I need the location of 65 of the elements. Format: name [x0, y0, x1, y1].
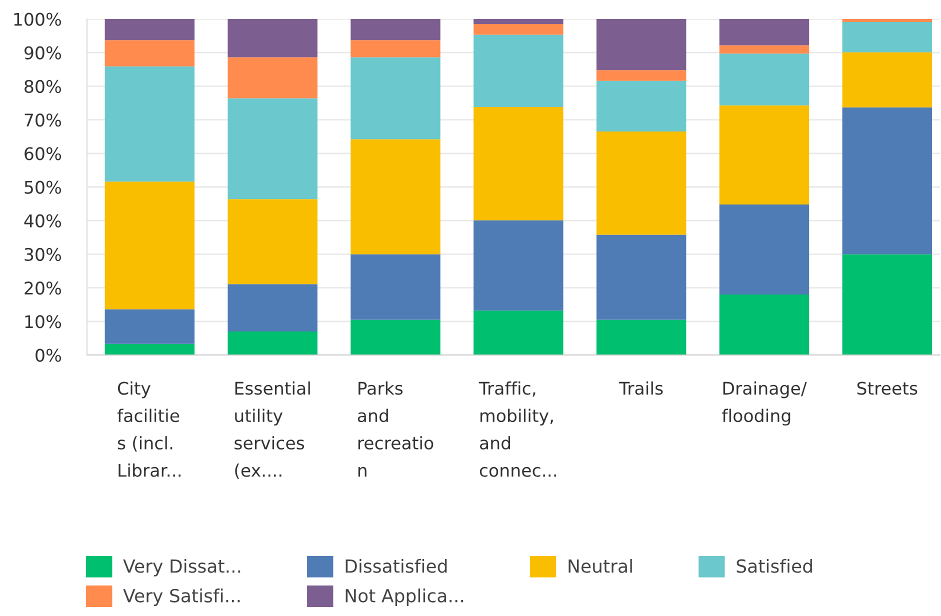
bar — [104, 344, 195, 355]
x-tick-label: Trails — [619, 381, 663, 395]
bar — [842, 19, 932, 22]
x-tick-label: City facilitie s (incl. Librar... — [117, 381, 181, 477]
x-tick-label: Streets — [857, 382, 918, 395]
y-tick-label: 80% — [24, 80, 62, 94]
y-tick-label: 70% — [24, 114, 62, 127]
x-tick-label: Traffic, mobility, and connec... — [478, 381, 556, 477]
legend-label: Very Satisfi... — [123, 588, 240, 606]
bar — [104, 309, 195, 344]
legend-label: Very Dissat... — [123, 558, 240, 576]
bar — [474, 34, 564, 108]
bar — [228, 19, 318, 58]
bar — [474, 107, 564, 220]
bar — [350, 254, 440, 320]
bar — [350, 40, 440, 58]
bar — [474, 220, 564, 311]
bar — [228, 57, 318, 98]
bar — [719, 294, 810, 355]
legend-label: Dissatisfied — [346, 558, 447, 573]
bar — [104, 66, 195, 182]
y-tick-label: 30% — [24, 248, 62, 262]
bar — [842, 254, 932, 355]
y-tick-label: 20% — [24, 282, 62, 295]
bar — [719, 204, 810, 295]
x-tick-label: Drainage/ flooding — [722, 381, 807, 426]
bar — [596, 320, 686, 355]
bar — [474, 19, 564, 24]
legend-label: Not Applica... — [346, 588, 463, 606]
y-tick-label: 90% — [24, 46, 62, 60]
y-tick-label: 100% — [14, 12, 62, 26]
bar — [596, 234, 686, 320]
bar — [596, 80, 686, 132]
bar — [596, 19, 686, 70]
bar — [228, 331, 318, 355]
bar — [104, 40, 195, 66]
bar — [228, 98, 318, 200]
bar — [350, 139, 440, 254]
bar — [719, 19, 810, 46]
bar — [104, 182, 195, 310]
bar — [842, 107, 932, 254]
x-tick-label: Essential utility services (ex.... — [234, 381, 310, 479]
y-tick-label: 40% — [24, 214, 62, 228]
bar — [350, 57, 440, 140]
x-tick-label: Parks and recreatio n — [358, 381, 434, 477]
bar — [228, 284, 318, 332]
bar — [842, 52, 932, 108]
bar — [474, 24, 564, 35]
bar — [474, 310, 564, 355]
y-tick-label: 60% — [24, 147, 62, 160]
legend-label: Neutral — [568, 558, 632, 573]
y-tick-label: 0% — [36, 348, 62, 362]
bar — [596, 132, 686, 235]
bar — [228, 199, 318, 284]
y-tick-label: 50% — [24, 180, 62, 194]
bar — [719, 54, 810, 106]
bar — [596, 70, 686, 81]
bar — [719, 45, 810, 54]
bar — [350, 320, 440, 355]
bar — [842, 22, 932, 52]
y-tick-label: 10% — [25, 315, 62, 328]
legend-label: Satisfied — [736, 558, 812, 573]
bar — [719, 105, 810, 204]
bar — [104, 19, 195, 40]
bar — [350, 19, 440, 40]
